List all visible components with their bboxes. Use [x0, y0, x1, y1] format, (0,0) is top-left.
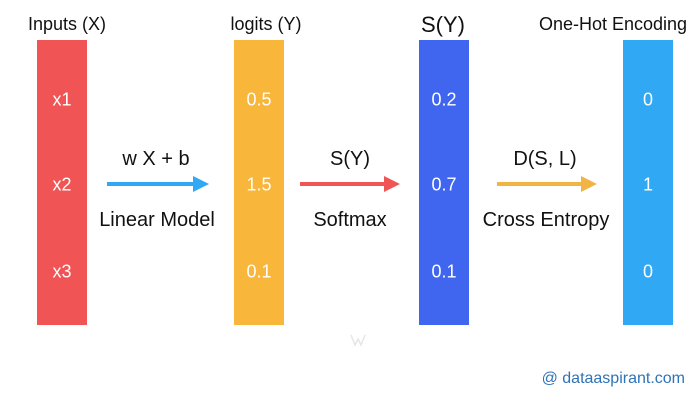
logits-title: logits (Y) — [230, 14, 302, 34]
logit-3: 0.1 — [246, 261, 272, 282]
logit-2: 1.5 — [246, 174, 272, 195]
faint-logo-icon — [350, 333, 366, 347]
softmax-formula: S(Y) — [330, 148, 370, 170]
input-x1: x1 — [52, 89, 72, 110]
cross-entropy-arrow — [497, 176, 597, 192]
softmax-value-2: 0.7 — [431, 174, 457, 195]
linear-model-formula: w X + b — [122, 148, 190, 170]
one-hot-value-1: 0 — [642, 89, 653, 110]
softmax-label: Softmax — [313, 209, 387, 231]
inputs-column: x1 x2 x3 — [37, 40, 87, 325]
one-hot-value-3: 0 — [642, 261, 653, 282]
input-x3: x3 — [52, 261, 72, 282]
logits-column: 0.5 1.5 0.1 — [234, 40, 284, 325]
watermark: @ dataaspirant.com — [541, 370, 685, 387]
softmax-arrow — [300, 176, 400, 192]
softmax-value-3: 0.1 — [431, 261, 457, 282]
cross-entropy-label: Cross Entropy — [482, 209, 610, 231]
one-hot-title: One-Hot Encoding — [538, 14, 688, 34]
inputs-title: Inputs (X) — [27, 14, 107, 34]
logit-1: 0.5 — [246, 89, 272, 110]
linear-model-arrow — [107, 176, 209, 192]
input-x2: x2 — [52, 174, 72, 195]
cross-entropy-formula: D(S, L) — [513, 148, 577, 170]
one-hot-column: 0 1 0 — [623, 40, 673, 325]
softmax-value-1: 0.2 — [431, 89, 457, 110]
softmax-output-column: 0.2 0.7 0.1 — [419, 40, 469, 325]
softmax-output-title: S(Y) — [421, 12, 465, 37]
one-hot-value-2: 1 — [642, 174, 653, 195]
linear-model-label: Linear Model — [99, 209, 215, 231]
